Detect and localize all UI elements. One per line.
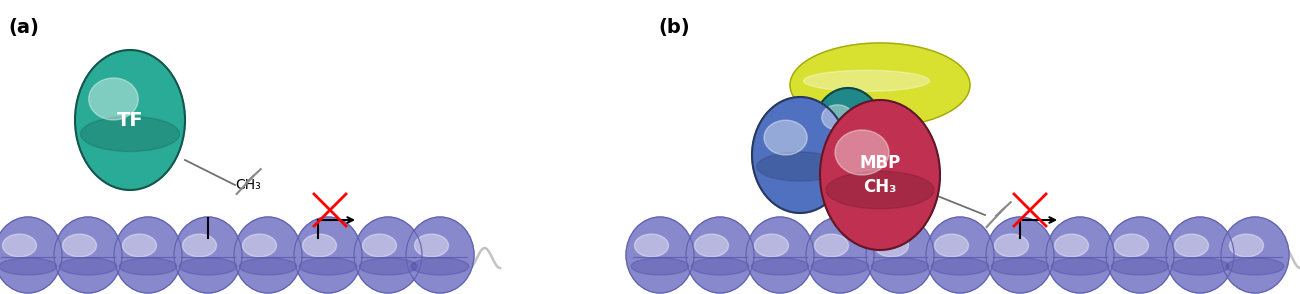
Ellipse shape — [88, 78, 138, 120]
Ellipse shape — [1114, 234, 1148, 257]
Ellipse shape — [354, 217, 422, 293]
Ellipse shape — [1054, 234, 1088, 257]
Ellipse shape — [114, 217, 182, 293]
Ellipse shape — [81, 116, 179, 151]
Ellipse shape — [1166, 217, 1234, 293]
Ellipse shape — [1112, 258, 1169, 275]
Ellipse shape — [790, 43, 970, 127]
Ellipse shape — [234, 217, 302, 293]
Ellipse shape — [1226, 258, 1284, 275]
Ellipse shape — [835, 130, 889, 175]
Ellipse shape — [415, 234, 448, 257]
Ellipse shape — [935, 234, 968, 257]
Ellipse shape — [363, 234, 396, 257]
Ellipse shape — [985, 217, 1054, 293]
Ellipse shape — [406, 217, 474, 293]
Text: CH₃: CH₃ — [235, 178, 261, 192]
Ellipse shape — [634, 234, 668, 257]
Ellipse shape — [1221, 217, 1290, 293]
Ellipse shape — [58, 258, 117, 275]
Ellipse shape — [303, 234, 337, 257]
Ellipse shape — [1171, 258, 1228, 275]
Ellipse shape — [751, 258, 809, 275]
Ellipse shape — [1046, 217, 1114, 293]
Ellipse shape — [931, 258, 989, 275]
Ellipse shape — [754, 234, 789, 257]
Ellipse shape — [299, 258, 358, 275]
Ellipse shape — [866, 217, 933, 293]
Ellipse shape — [411, 258, 469, 275]
Ellipse shape — [803, 70, 930, 91]
Ellipse shape — [822, 105, 853, 130]
Ellipse shape — [875, 234, 909, 257]
Ellipse shape — [812, 88, 883, 172]
Ellipse shape — [686, 217, 754, 293]
Ellipse shape — [991, 258, 1049, 275]
Ellipse shape — [757, 152, 844, 181]
Ellipse shape — [811, 258, 868, 275]
Ellipse shape — [627, 217, 694, 293]
Ellipse shape — [806, 217, 874, 293]
Ellipse shape — [359, 258, 417, 275]
Ellipse shape — [694, 234, 728, 257]
Ellipse shape — [239, 258, 296, 275]
Ellipse shape — [75, 50, 185, 190]
Ellipse shape — [815, 234, 849, 257]
Ellipse shape — [926, 217, 994, 293]
Ellipse shape — [692, 258, 749, 275]
Ellipse shape — [826, 171, 933, 209]
Ellipse shape — [3, 234, 36, 257]
Ellipse shape — [294, 217, 361, 293]
Ellipse shape — [746, 217, 814, 293]
Ellipse shape — [820, 100, 940, 250]
Ellipse shape — [871, 258, 929, 275]
Ellipse shape — [764, 120, 807, 155]
Ellipse shape — [174, 217, 242, 293]
Ellipse shape — [182, 234, 217, 257]
Ellipse shape — [55, 217, 122, 293]
Ellipse shape — [62, 234, 96, 257]
Ellipse shape — [1052, 258, 1109, 275]
Ellipse shape — [179, 258, 237, 275]
Ellipse shape — [1174, 234, 1209, 257]
Ellipse shape — [1230, 234, 1264, 257]
Ellipse shape — [120, 258, 177, 275]
Ellipse shape — [994, 234, 1028, 257]
Ellipse shape — [122, 234, 156, 257]
Text: TF: TF — [117, 111, 143, 129]
Ellipse shape — [0, 258, 57, 275]
Ellipse shape — [816, 128, 880, 149]
Ellipse shape — [0, 217, 62, 293]
Ellipse shape — [243, 234, 277, 257]
Ellipse shape — [1106, 217, 1174, 293]
Text: (a): (a) — [8, 18, 39, 37]
Text: MBP
CH₃: MBP CH₃ — [859, 154, 901, 196]
Text: (b): (b) — [658, 18, 689, 37]
Ellipse shape — [751, 97, 848, 213]
Ellipse shape — [630, 258, 689, 275]
